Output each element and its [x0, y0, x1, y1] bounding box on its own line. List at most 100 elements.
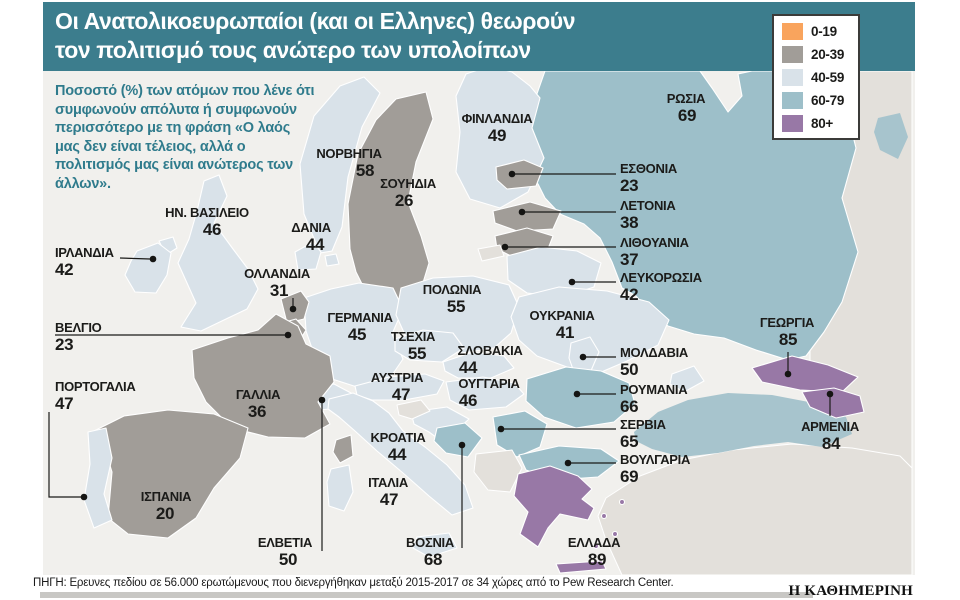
country-shape-corsica: [332, 434, 354, 464]
country-label-italy: ΙΤΑΛΙΑ 47: [368, 476, 408, 509]
leader-dot-serbia: [497, 425, 505, 433]
title-band: Οι Ανατολικοευρωπαίοι (και οι Ελληνες) θ…: [43, 2, 915, 71]
country-shape-hungary: [445, 376, 525, 411]
country-shape-denmark-island: [324, 253, 340, 267]
country-shape-czechia: [394, 329, 465, 363]
legend-label: 60-79: [811, 93, 845, 108]
country-value: 41: [555, 323, 575, 342]
leader-dot-bulgaria: [564, 459, 572, 467]
country-value: 42: [620, 285, 639, 304]
country-label-croatia: ΚΡΟΑΤΙΑ 44: [370, 430, 426, 464]
country-name: ΤΣΕΧΙΑ: [390, 329, 436, 344]
country-name: ΓΑΛΛΙΑ: [235, 387, 281, 402]
country-name: ΠΟΡΤΟΓΑΛΙΑ: [55, 379, 136, 394]
country-label-ireland: ΙΡΛΑΝΔΙΑ 42: [55, 245, 114, 278]
country-shape-spain: [91, 409, 249, 539]
country-name: ΙΡΛΑΝΔΙΑ: [55, 245, 114, 260]
country-name: ΓΕΩΡΓΙΑ: [759, 315, 815, 330]
title-line-1: Οι Ανατολικοευρωπαίοι (και οι Ελληνες) θ…: [55, 8, 576, 34]
region-nodata-turkey: [597, 443, 913, 576]
country-label-poland: ΠΟΛΩΝΙΑ 55: [423, 283, 482, 315]
country-value: 45: [347, 325, 367, 344]
country-label-belarus: ΛΕΥΚΟΡΩΣΙΑ 42: [620, 270, 702, 304]
country-value: 23: [55, 335, 74, 354]
country-shape-russia: [521, 70, 859, 361]
country-label-netherlands: ΟΛΛΑΝΔΙΑ 31: [244, 266, 310, 299]
country-value: 26: [394, 191, 414, 210]
country-name: ΝΟΡΒΗΓΙΑ: [316, 146, 382, 161]
legend-label: 20-39: [811, 47, 845, 62]
country-value: 47: [391, 385, 411, 404]
country-shape-sicily: [412, 532, 458, 558]
country-name: ΡΟΥΜΑΝΙΑ: [620, 382, 688, 397]
country-name: ΛΕΤΟΝΙΑ: [620, 198, 676, 213]
legend-label: 80+: [811, 116, 833, 131]
country-label-latvia: ΛΕΤΟΝΙΑ 38: [620, 198, 676, 231]
country-label-ukraine: ΟΥΚΡΑΝΙΑ 41: [530, 309, 595, 342]
country-name: ΣΛΟΒΑΚΙΑ: [457, 343, 523, 358]
country-value: 44: [387, 445, 407, 464]
country-shape-crete: [555, 560, 607, 574]
country-shape-italy: [327, 392, 474, 516]
country-shape-greek-island: [592, 542, 600, 550]
country-label-serbia: ΣΕΡΒΙΑ 65: [620, 417, 666, 451]
country-shape-uk: [177, 174, 259, 332]
country-name: ΗΝ. ΒΑΣΙΛΕΙΟ: [165, 205, 249, 220]
country-label-belgium: ΒΕΛΓΙΟ 23: [55, 320, 102, 354]
country-value: 47: [379, 490, 399, 509]
country-shape-ireland: [124, 242, 172, 294]
country-shape-portugal: [83, 427, 113, 529]
country-label-armenia: ΑΡΜΕΝΙΑ 84: [801, 420, 859, 453]
leader-dot-portugal: [80, 493, 88, 501]
country-label-georgia: ΓΕΩΡΓΙΑ 85: [759, 315, 815, 348]
country-value: 55: [407, 344, 427, 363]
legend-swatch: [782, 46, 803, 63]
legend-swatch: [782, 92, 803, 109]
legend-label: 0-19: [811, 24, 837, 39]
country-value: 23: [620, 176, 639, 195]
country-shape-greek-island: [611, 530, 619, 538]
leader-dot-georgia: [784, 370, 792, 378]
country-value: 69: [620, 467, 639, 486]
country-name: ΟΛΛΑΝΔΙΑ: [244, 266, 310, 281]
country-label-sweden: ΣΟΥΗΔΙΑ 26: [380, 176, 436, 209]
country-name: ΛΙΘΟΥΑΝΙΑ: [620, 235, 689, 250]
leader-dot-belarus: [568, 278, 576, 286]
country-shape-norway: [299, 76, 381, 254]
country-shape-bosnia: [433, 422, 483, 458]
bottom-rule: [40, 592, 813, 598]
country-label-bosnia: ΒΟΣΝΙΑ 68: [406, 536, 454, 569]
source-note: ΠΗΓΗ: Ερευνες πεδίου σε 56.000 ερωτώμενο…: [33, 577, 674, 589]
country-value: 44: [305, 235, 325, 254]
country-label-lithuania: ΛΙΘΟΥΑΝΙΑ 37: [620, 235, 689, 268]
country-label-norway: ΝΟΡΒΗΓΙΑ 58: [316, 146, 382, 179]
subtitle: Ποσοστό (%) των ατόμων που λένε ότι συμφ…: [55, 83, 315, 192]
region-nodata-slovenia: [396, 399, 431, 420]
country-name: ΛΕΥΚΟΡΩΣΙΑ: [620, 270, 702, 285]
country-name: ΣΕΡΒΙΑ: [620, 417, 666, 432]
country-value: 68: [423, 550, 443, 569]
country-value: 84: [821, 434, 841, 453]
legend-swatch: [782, 23, 803, 40]
country-name: ΕΣΘΟΝΙΑ: [620, 161, 677, 176]
country-name: ΣΟΥΗΔΙΑ: [380, 176, 436, 191]
country-value: 65: [620, 432, 639, 451]
country-name: ΜΟΛΔΑΒΙΑ: [620, 345, 688, 360]
leader-dot-latvia: [518, 208, 526, 216]
country-value: 47: [55, 394, 74, 413]
country-value: 46: [458, 391, 478, 410]
country-name: ΒΕΛΓΙΟ: [55, 320, 102, 335]
legend: 0-19 20-39 40-59 60-79 80+: [772, 14, 860, 140]
country-shape-latvia: [492, 201, 562, 232]
leader-dot-lithuania: [501, 243, 509, 251]
country-value: 20: [155, 504, 175, 523]
title-line-2: τον πολιτισμό τους ανώτερο των υπολοίπων: [55, 36, 531, 63]
country-value: 50: [278, 550, 298, 569]
caspian-sea: [874, 113, 908, 159]
legend-item-60-79: 60-79: [782, 92, 852, 109]
leader-line-ireland: [119, 257, 151, 260]
country-name: ΚΡΟΑΤΙΑ: [370, 430, 426, 445]
leader-dot-bosnia: [458, 441, 466, 449]
